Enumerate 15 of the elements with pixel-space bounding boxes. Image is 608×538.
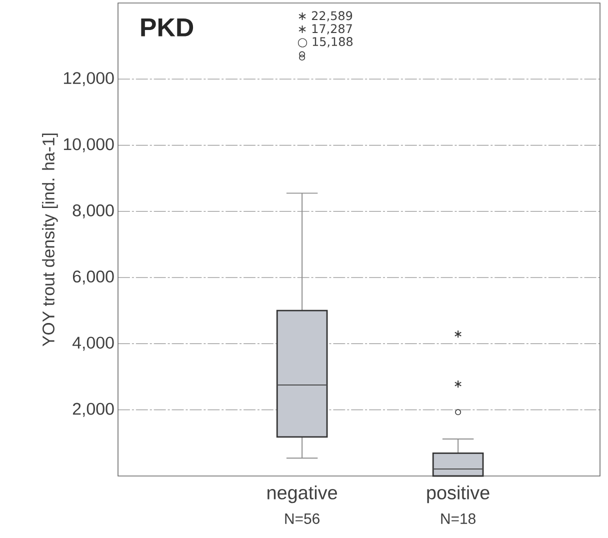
x-tick-label: positive [427,485,490,504]
annotation: ∗ 22,589 [298,11,352,22]
y-tick-label: 6,000 [72,270,114,285]
y-tick-label: 12,000 [64,72,114,86]
y-tick-label: 10,000 [64,138,114,152]
annotation: ∗ 17,287 [298,24,352,34]
y-tick-label: 2,000 [72,402,114,417]
x-tick-label: negative [268,485,337,504]
y-axis-title: YOY trout density [ind. ha-1] [42,134,58,346]
y-tick-label: 8,000 [72,204,114,218]
text: N=56 [285,513,320,524]
text: N=18 [441,513,476,524]
chart-title: PKD [141,18,194,36]
y-tick-label: 4,000 [72,336,114,351]
annotation: ○ 15,188 [298,37,353,48]
